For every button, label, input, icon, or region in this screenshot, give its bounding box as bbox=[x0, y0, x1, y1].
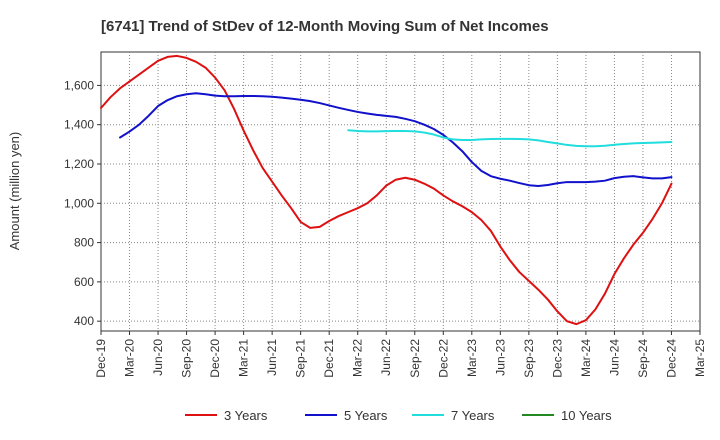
x-tick-label: Mar-23 bbox=[465, 339, 479, 377]
y-tick-label: 600 bbox=[74, 275, 94, 289]
series-line-7-years bbox=[347, 129, 673, 148]
x-tick-label: Jun-24 bbox=[607, 339, 621, 376]
x-tick-label: Sep-21 bbox=[294, 339, 308, 378]
x-tick-label: Sep-22 bbox=[408, 339, 422, 378]
x-tick-label: Mar-25 bbox=[693, 339, 707, 377]
series-line-3-years bbox=[100, 54, 673, 326]
chart-title: [6741] Trend of StDev of 12-Month Moving… bbox=[101, 18, 549, 35]
y-tick-label: 400 bbox=[74, 314, 94, 328]
legend-label-5-years: 5 Years bbox=[344, 408, 388, 423]
x-tick-label: Dec-23 bbox=[550, 339, 564, 378]
series-line-5-years bbox=[119, 92, 673, 187]
x-tick-label: Sep-24 bbox=[636, 339, 650, 378]
x-tick-label: Jun-21 bbox=[265, 339, 279, 376]
x-tick-label: Jun-20 bbox=[151, 339, 165, 376]
legend-label-7-years: 7 Years bbox=[451, 408, 495, 423]
legend: 3 Years 5 Years 7 Years 10 Years bbox=[185, 408, 612, 423]
x-tick-label: Mar-24 bbox=[579, 339, 593, 377]
x-tick-label: Dec-24 bbox=[664, 339, 678, 378]
x-tick-label: Dec-19 bbox=[94, 339, 108, 378]
y-tick-label: 1,400 bbox=[64, 118, 94, 132]
x-tick-label: Dec-21 bbox=[322, 339, 336, 378]
y-tick-label: 1,600 bbox=[64, 78, 94, 92]
plot-border bbox=[100, 51, 701, 332]
x-tick-label: Mar-20 bbox=[123, 339, 137, 377]
y-tick-label: 1,200 bbox=[64, 157, 94, 171]
y-axis-label: Amount (million yen) bbox=[7, 132, 22, 251]
plot-area: Dec-19 Mar-20 Jun-20 Sep-20 Dec-20 Mar-21 Jun-… bbox=[64, 51, 707, 378]
x-tick-label: Jun-22 bbox=[379, 339, 393, 376]
x-tick-label: Dec-20 bbox=[208, 339, 222, 378]
x-tick-label: Mar-22 bbox=[351, 339, 365, 377]
y-tick-label: 800 bbox=[74, 236, 94, 250]
y-tick-label: 1,000 bbox=[64, 196, 94, 210]
legend-label-10-years: 10 Years bbox=[561, 408, 612, 423]
legend-label-3-years: 3 Years bbox=[224, 408, 268, 423]
x-tick-label: Sep-23 bbox=[522, 339, 536, 378]
x-tick-label: Sep-20 bbox=[180, 339, 194, 378]
x-tick-label: Dec-22 bbox=[436, 339, 450, 378]
x-tick-label: Jun-23 bbox=[493, 339, 507, 376]
x-tick-label: Mar-21 bbox=[237, 339, 251, 377]
